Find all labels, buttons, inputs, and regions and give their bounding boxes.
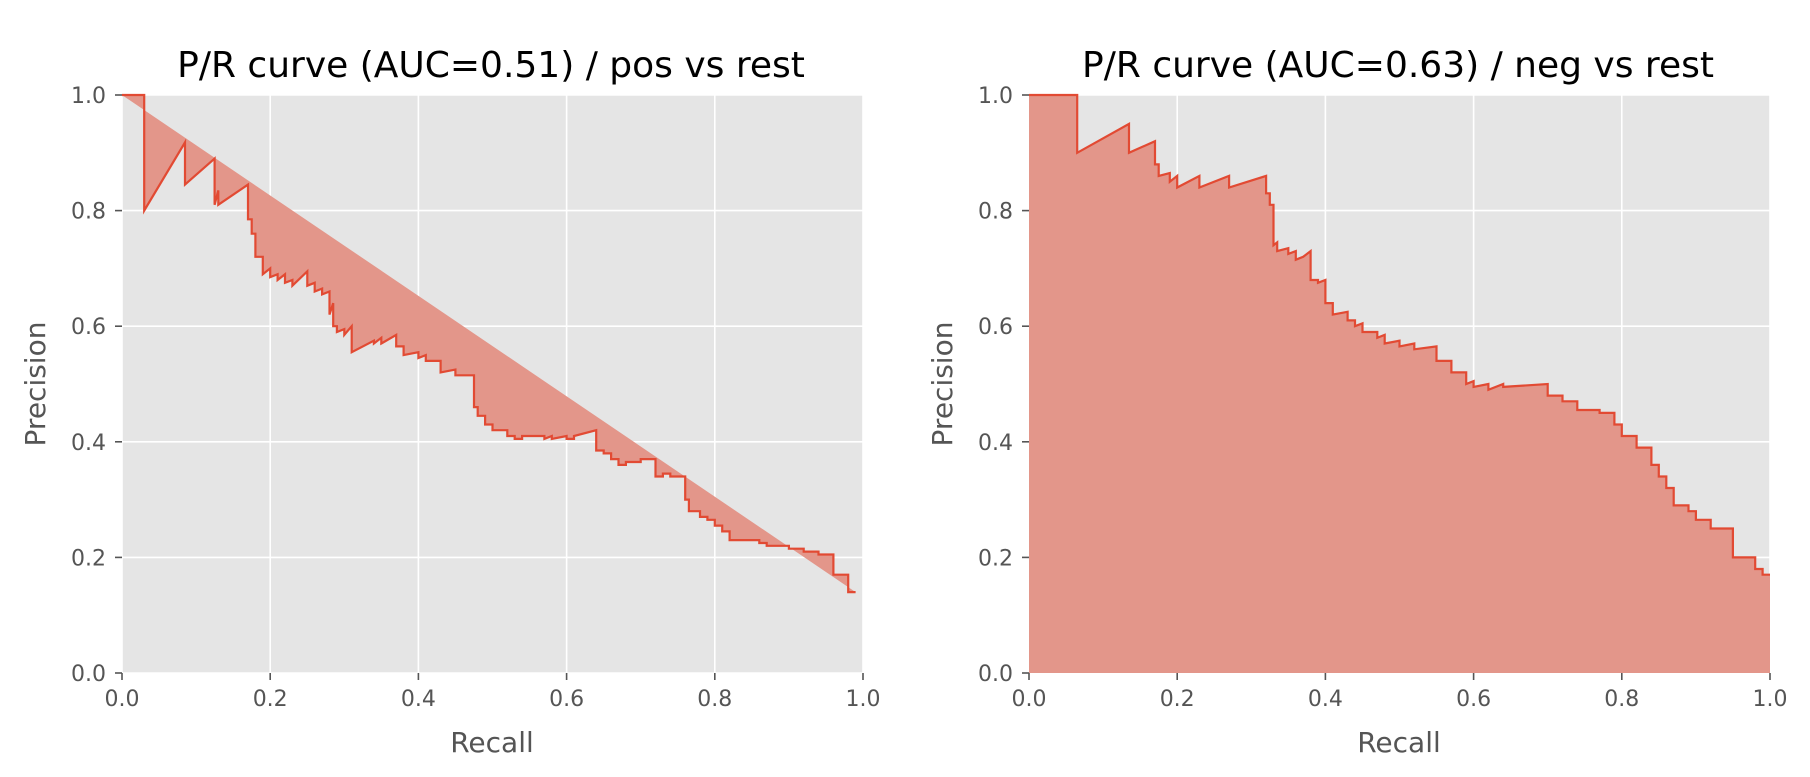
y-tick-label: 0.8 [978,200,1013,225]
x-tick-label: 0.6 [1456,687,1491,712]
x-tick-label: 0.4 [1308,687,1343,712]
axis-ticks: 0.0 0.2 0.4 0.6 0.8 1.0 0.0 0.2 0.4 0.6 0.8 1.0 [978,84,1788,712]
pr-area-fill [122,95,856,593]
chart-title: P/R curve (AUC=0.51) / pos vs rest [177,45,805,86]
y-tick-label: 0.2 [978,546,1013,571]
x-tick-label: 0.0 [1012,687,1047,712]
pr-curve [122,93,856,594]
x-tick-label: 0.8 [1604,687,1639,712]
y-tick-label: 0.8 [71,200,106,225]
pr-line [1029,93,1770,576]
y-axis-label: Precision [926,322,959,447]
y-tick-label: 0.4 [71,431,106,456]
y-tick-label: 0.0 [978,662,1013,687]
x-tick-label: 0.4 [401,687,436,712]
y-tick-label: 0.2 [71,546,106,571]
chart-pos-vs-rest: P/R curve (AUC=0.51) / pos vs rest 0.0 0.… [19,45,881,759]
x-axis-label: Recall [450,726,534,759]
y-tick-label: 0.6 [71,315,106,340]
x-tick-label: 0.2 [253,687,288,712]
chart-neg-vs-rest: P/R curve (AUC=0.63) / neg vs rest 0.0 0.… [926,45,1788,759]
y-tick-label: 1.0 [71,84,106,109]
y-tick-label: 0.4 [978,431,1013,456]
pr-line [122,93,856,594]
y-axis-label: Precision [19,322,52,447]
x-tick-label: 1.0 [1753,687,1788,712]
x-tick-label: 0.2 [1160,687,1195,712]
pr-area-fill [1029,95,1770,673]
axis-ticks: 0.0 0.2 0.4 0.6 0.8 1.0 0.0 0.2 0.4 0.6 0.8 1.0 [71,84,881,712]
x-tick-label: 0.6 [549,687,584,712]
x-axis-label: Recall [1357,726,1441,759]
x-tick-label: 0.0 [105,687,140,712]
grid [121,94,864,674]
y-tick-label: 0.0 [71,662,106,687]
chart-title: P/R curve (AUC=0.63) / neg vs rest [1082,45,1714,86]
y-tick-label: 1.0 [978,84,1013,109]
y-tick-label: 0.6 [978,315,1013,340]
x-tick-label: 0.8 [697,687,732,712]
x-tick-label: 1.0 [846,687,881,712]
pr-curve [1029,93,1770,673]
